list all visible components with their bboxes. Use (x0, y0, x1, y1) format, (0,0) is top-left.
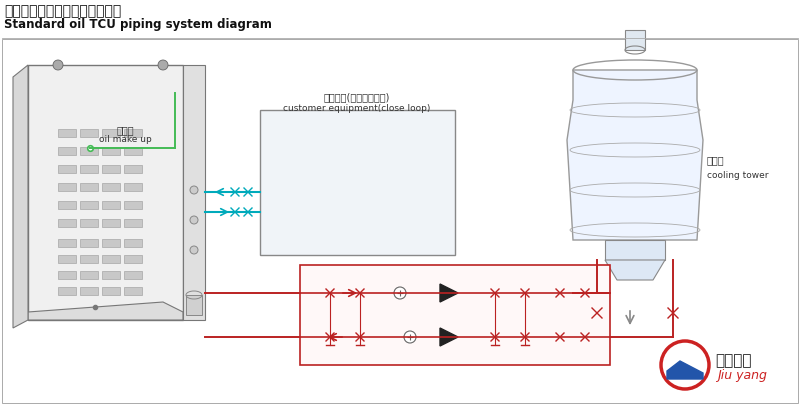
Bar (124, 255, 142, 263)
Bar (186, 295, 202, 315)
Bar (124, 183, 142, 191)
Polygon shape (605, 260, 665, 280)
Bar (102, 271, 120, 279)
Bar (2, 39, 798, 403)
Bar (80, 183, 98, 191)
Bar (80, 201, 98, 209)
Bar (102, 219, 120, 227)
Circle shape (661, 341, 709, 389)
Bar (80, 165, 98, 173)
Text: 冷卻塔: 冷卻塔 (707, 155, 725, 165)
Bar (124, 201, 142, 209)
Bar (58, 255, 76, 263)
Bar (58, 147, 76, 155)
Bar (58, 201, 76, 209)
Polygon shape (13, 65, 28, 328)
Circle shape (394, 287, 406, 299)
Circle shape (158, 60, 168, 70)
Text: Standard oil TCU piping system diagram: Standard oil TCU piping system diagram (4, 18, 272, 31)
Text: 客戶設備(需密閉承壓式): 客戶設備(需密閉承壓式) (324, 92, 390, 102)
Bar (102, 239, 120, 247)
Polygon shape (440, 284, 458, 302)
Bar (124, 219, 142, 227)
Bar (124, 165, 142, 173)
Bar (102, 287, 120, 295)
Bar (102, 165, 120, 173)
Circle shape (404, 331, 416, 343)
Text: customer equipment(close loop): customer equipment(close loop) (283, 104, 430, 113)
Bar (58, 271, 76, 279)
Text: 標準油溫機外部管路連接參考圖: 標準油溫機外部管路連接參考圖 (4, 4, 122, 18)
Text: 補油口: 補油口 (116, 125, 134, 135)
Bar (625, 30, 645, 50)
Bar (124, 129, 142, 137)
Bar (80, 239, 98, 247)
Bar (124, 287, 142, 295)
Text: Jiu yang: Jiu yang (717, 369, 767, 382)
Circle shape (190, 246, 198, 254)
Bar (28, 65, 183, 320)
Bar (102, 129, 120, 137)
Bar (58, 219, 76, 227)
Text: 久阳机械: 久阳机械 (715, 354, 751, 369)
Bar (260, 110, 455, 255)
Bar (124, 239, 142, 247)
Bar (80, 255, 98, 263)
Bar (80, 147, 98, 155)
Bar (58, 129, 76, 137)
Bar (102, 255, 120, 263)
Bar (102, 201, 120, 209)
Bar (102, 183, 120, 191)
Polygon shape (667, 361, 703, 379)
Bar (58, 239, 76, 247)
Bar (58, 165, 76, 173)
Bar (58, 287, 76, 295)
Polygon shape (567, 70, 703, 240)
Text: cooling tower: cooling tower (707, 171, 769, 179)
Bar (80, 287, 98, 295)
Bar (102, 147, 120, 155)
Circle shape (53, 60, 63, 70)
Bar (124, 271, 142, 279)
Polygon shape (28, 302, 183, 320)
Text: oil make up: oil make up (98, 135, 151, 144)
Bar (58, 183, 76, 191)
Bar (80, 219, 98, 227)
Bar (80, 129, 98, 137)
Bar (183, 65, 205, 320)
Polygon shape (440, 328, 458, 346)
Bar (300, 265, 610, 365)
Circle shape (190, 216, 198, 224)
Bar (124, 147, 142, 155)
Bar (605, 240, 665, 260)
Circle shape (190, 186, 198, 194)
Bar (80, 271, 98, 279)
